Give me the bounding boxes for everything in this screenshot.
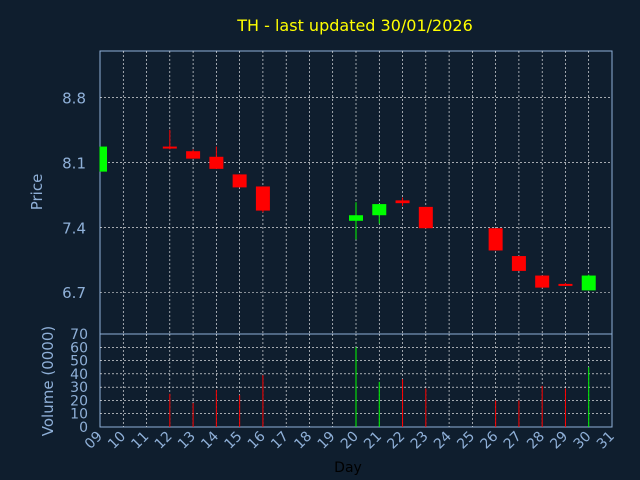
candle [232, 174, 247, 188]
x-tick-label: 20 [338, 429, 362, 453]
candle-body [581, 275, 596, 291]
x-tick-label: 10 [105, 429, 129, 453]
volume-tick-label: 30 [70, 380, 88, 396]
candle-body [255, 186, 270, 211]
volume-tick-label: 40 [70, 367, 88, 383]
candle-body [232, 174, 247, 188]
candle-body [558, 283, 573, 286]
candle [209, 146, 224, 169]
price-y-ticks: 6.7 7.4 8.1 8.8 [62, 89, 86, 302]
candle [511, 256, 526, 271]
x-tick-label: 15 [222, 429, 246, 453]
candle-body [511, 256, 526, 271]
x-tick-label: 17 [268, 429, 292, 453]
x-tick-label: 29 [547, 429, 571, 453]
x-tick-label: 21 [361, 429, 385, 453]
x-tick-label: 27 [501, 429, 525, 453]
x-tick-label: 19 [315, 429, 339, 453]
volume-axis-label: Volume (0000) [39, 326, 57, 436]
candle [186, 149, 201, 159]
volume-tick-label: 50 [70, 354, 88, 370]
candle-body [186, 151, 201, 159]
x-tick-label: 26 [478, 428, 502, 452]
candle [418, 206, 433, 229]
candle-body [349, 215, 363, 221]
price-grid [100, 51, 612, 334]
x-tick-label: 14 [198, 428, 222, 452]
candle [535, 275, 550, 288]
x-tick-label: 25 [454, 429, 478, 453]
x-tick-label: 31 [594, 429, 618, 453]
x-tick-label: 30 [571, 429, 595, 453]
candle [488, 228, 503, 251]
x-tick-label: 13 [175, 429, 199, 453]
x-tick-label: 28 [524, 429, 548, 453]
x-tick-label: 24 [431, 428, 455, 452]
price-axis-label: Price [28, 174, 46, 211]
candle-body [100, 146, 107, 172]
volume-tick-label: 70 [70, 327, 88, 343]
candle-body [488, 228, 503, 251]
candle-body [418, 206, 433, 229]
x-tick-label: 22 [384, 429, 408, 453]
x-ticks: 09 10 11 12 13 14 15 16 17 18 19 20 21 22 23 24 25 26 27 28… [82, 428, 618, 452]
candle-body [209, 156, 224, 169]
x-tick-label: 18 [291, 429, 315, 453]
candle [255, 186, 270, 213]
volume-tick-label: 20 [70, 393, 88, 409]
x-tick-label: 16 [245, 428, 269, 452]
candle [581, 274, 596, 291]
candles [99, 129, 596, 291]
volume-tick-label: 0 [79, 420, 88, 436]
candle-body [372, 204, 387, 216]
candle [395, 197, 410, 206]
price-tick-label: 8.8 [62, 89, 86, 107]
price-panel: 6.7 7.4 8.1 8.8 Price [28, 50, 613, 335]
candle-body [535, 275, 550, 288]
candle [99, 146, 107, 172]
price-tick-label: 6.7 [62, 284, 86, 302]
x-tick-label: 11 [128, 429, 152, 453]
candle [162, 129, 177, 150]
candle-body [395, 200, 410, 204]
candle-body [162, 146, 177, 149]
volume-tick-label: 60 [70, 340, 88, 356]
x-tick-label: 12 [152, 429, 176, 453]
volume-bars [169, 347, 590, 427]
price-tick-label: 7.4 [62, 219, 86, 237]
price-tick-label: 8.1 [62, 154, 86, 172]
chart-title: TH - last updated 30/01/2026 [236, 16, 473, 35]
candle [372, 204, 387, 224]
x-axis-label: Day [334, 460, 362, 476]
candle [558, 282, 573, 286]
candle [349, 202, 363, 240]
x-tick-label: 23 [408, 429, 432, 453]
volume-tick-label: 10 [70, 407, 88, 423]
